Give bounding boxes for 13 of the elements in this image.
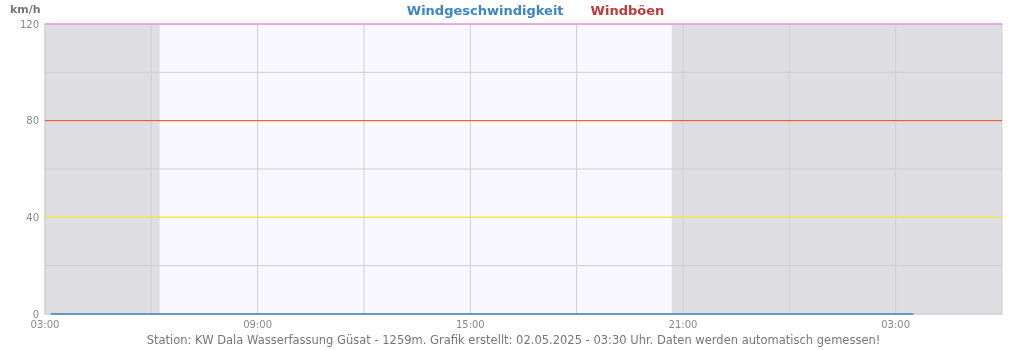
y-tick-label: 40 (26, 211, 39, 223)
x-tick-label: 03:00 (30, 319, 60, 330)
text: Windgeschwindigkeit (406, 3, 564, 18)
y-tick-label: 0 (32, 308, 39, 320)
x-tick-label: 09:00 (243, 319, 273, 330)
x-tick-label: 03:00 (881, 319, 911, 330)
y-axis-title: km/h (10, 3, 41, 16)
x-tick-label: 21:00 (668, 319, 698, 330)
legend-label: Windböen (590, 3, 665, 18)
text: Station: KW Dala Wasserfassung Güsat - 1259m. Grafik erstellt: 02.05.2025 - 03:30 Uhr. Daten werden automatisch gemessen! (146, 333, 881, 347)
y-tick-label: 80 (26, 115, 39, 127)
x-tick-label: 15:00 (455, 319, 485, 330)
y-tick-label: 120 (19, 18, 39, 30)
